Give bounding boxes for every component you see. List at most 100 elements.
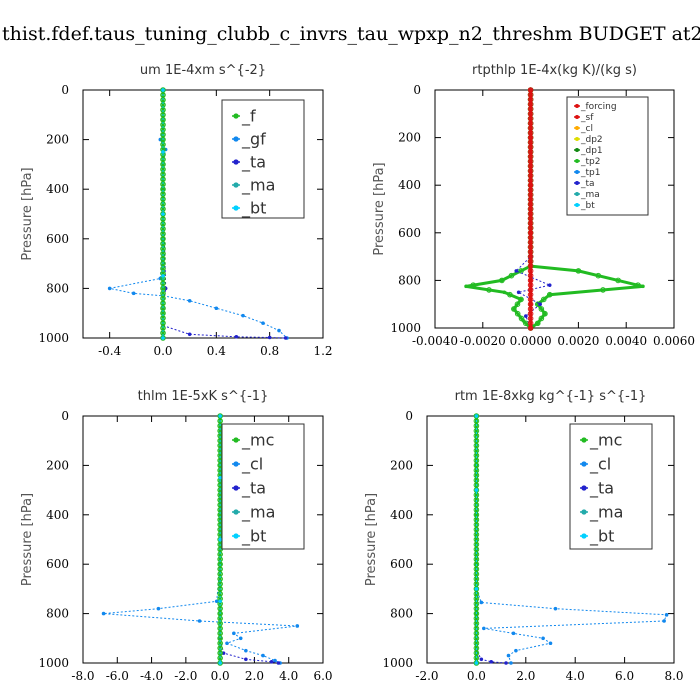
legend-label: _cl <box>241 455 263 475</box>
x-tick-label: 0.8 <box>260 344 279 358</box>
data-marker <box>615 277 621 284</box>
data-marker <box>540 296 547 303</box>
panel-4: rtm 1E-8xkg kg^{-1} s^{-1} Pressure [hPa]… <box>364 389 684 683</box>
y-tick-label: 400 <box>390 508 413 522</box>
data-point <box>662 619 666 623</box>
legend-box <box>566 96 649 216</box>
data-point <box>283 336 288 340</box>
data-point <box>524 314 528 318</box>
legend: _mc _cl _ta _ma _bt <box>221 423 305 550</box>
legend-marker <box>575 137 579 141</box>
x-tick-label: 0.0 <box>211 669 230 683</box>
data-point <box>244 648 248 653</box>
legend-marker <box>233 533 239 539</box>
legend-marker <box>575 104 579 108</box>
data-marker <box>518 315 525 322</box>
data-point <box>664 613 669 617</box>
data-marker <box>542 310 548 317</box>
legend-marker <box>575 159 579 163</box>
legend-marker <box>575 203 579 207</box>
data-point <box>277 328 281 333</box>
series-line <box>103 416 298 664</box>
data-point <box>547 283 552 287</box>
plot-frame <box>426 415 675 664</box>
panel-title: rtm 1E-8xkg kg^{-1} s^{-1} <box>455 389 647 404</box>
y-tick-label: 800 <box>46 607 69 621</box>
data-point <box>547 292 552 297</box>
x-tick-label: 4.0 <box>279 669 298 683</box>
data-marker <box>534 320 541 327</box>
data-marker <box>575 268 582 274</box>
plot-frame <box>82 89 324 339</box>
data-point <box>474 488 479 492</box>
data-point <box>474 661 479 665</box>
data-marker <box>508 272 515 279</box>
data-point <box>225 641 229 646</box>
series-forcing <box>527 87 534 331</box>
legend-label: _bt <box>580 201 595 211</box>
data-point <box>244 657 248 662</box>
data-point <box>295 624 300 628</box>
y-tick-label: 800 <box>398 273 421 287</box>
legend-marker <box>233 113 239 119</box>
data-point <box>161 187 165 191</box>
x-tick-label: 0.0040 <box>605 334 647 348</box>
y-tick-label: 400 <box>398 178 421 192</box>
data-point <box>506 653 511 658</box>
data-point <box>234 334 239 339</box>
y-tick-label: 200 <box>46 458 69 472</box>
legend-label: _ma <box>589 503 623 523</box>
data-marker <box>518 296 524 303</box>
data-point <box>482 626 486 631</box>
legend-marker <box>233 509 239 515</box>
series-bt <box>218 414 222 665</box>
data-point <box>267 335 272 340</box>
data-point <box>187 332 192 337</box>
data-point <box>161 150 165 154</box>
y-tick-label: 1000 <box>390 321 421 335</box>
legend-marker <box>233 485 239 491</box>
legend-label: _bt <box>589 527 614 547</box>
y-tick-label: 600 <box>390 557 413 571</box>
legend-marker <box>575 192 579 196</box>
y-tick-label: 400 <box>46 182 69 196</box>
data-point <box>502 290 507 295</box>
data-point <box>464 284 468 289</box>
y-tick-label: 200 <box>398 131 421 145</box>
data-marker <box>595 272 602 279</box>
legend-marker <box>233 159 239 165</box>
x-tick-label: 6.0 <box>615 669 634 683</box>
legend-marker <box>233 136 239 142</box>
data-marker <box>538 315 545 322</box>
x-tick-label: 0.0060 <box>653 334 695 348</box>
legend-label: _ma <box>241 503 275 523</box>
data-point <box>161 88 165 92</box>
legend-label: _dp1 <box>580 146 603 156</box>
data-point <box>541 636 545 641</box>
series-bt <box>474 414 479 665</box>
data-point <box>218 414 222 418</box>
y-tick-label: 600 <box>46 232 69 246</box>
x-tick-label: 0.4 <box>207 344 226 358</box>
legend-marker <box>581 533 587 539</box>
data-point <box>528 302 533 307</box>
data-marker <box>507 291 513 298</box>
legend: _f _gf _ta _ma _bt <box>221 99 305 219</box>
legend-label: _tp1 <box>580 168 600 178</box>
legend-marker <box>233 461 239 467</box>
y-axis-label: Pressure [hPa] <box>364 493 379 586</box>
data-point <box>511 631 516 636</box>
data-point <box>528 278 533 283</box>
data-point <box>218 513 222 517</box>
y-tick-label: 200 <box>46 133 69 147</box>
y-tick-label: 800 <box>46 281 69 295</box>
y-axis-label: Pressure [hPa] <box>20 167 35 260</box>
legend-marker <box>233 182 239 188</box>
data-point <box>528 135 533 140</box>
panel-title: rtpthlp 1E-4x(kg K)/(kg s) <box>472 63 637 78</box>
data-point <box>514 648 518 653</box>
data-point <box>641 284 645 289</box>
data-point <box>576 269 581 273</box>
data-marker <box>546 291 553 298</box>
